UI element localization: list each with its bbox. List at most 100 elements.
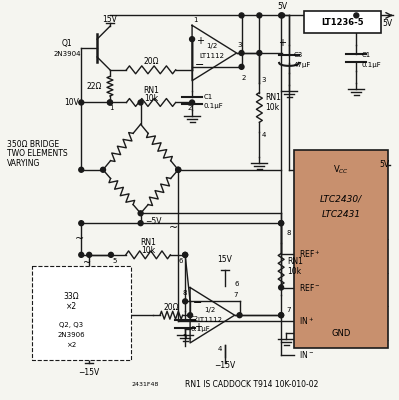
Circle shape xyxy=(237,313,242,318)
Circle shape xyxy=(101,167,105,172)
Circle shape xyxy=(279,221,284,226)
Circle shape xyxy=(107,100,113,105)
Text: 2N3904: 2N3904 xyxy=(53,51,81,57)
Text: 15V: 15V xyxy=(103,16,117,24)
Text: 4: 4 xyxy=(217,346,222,352)
Text: RN1: RN1 xyxy=(143,86,159,95)
Text: 5V: 5V xyxy=(383,19,393,28)
Bar xyxy=(294,150,388,348)
Text: 3: 3 xyxy=(237,42,242,48)
Circle shape xyxy=(190,37,195,42)
Circle shape xyxy=(279,313,284,318)
Text: 3: 3 xyxy=(261,77,266,83)
Text: REF$^-$: REF$^-$ xyxy=(299,282,320,293)
Text: VARYING: VARYING xyxy=(7,159,40,168)
Circle shape xyxy=(138,100,143,105)
Text: 1: 1 xyxy=(110,106,114,112)
Text: GND: GND xyxy=(331,328,351,338)
Circle shape xyxy=(354,13,359,18)
Text: C1: C1 xyxy=(361,52,371,58)
Text: 2N3906: 2N3906 xyxy=(57,332,85,338)
Text: 47μF: 47μF xyxy=(294,62,311,68)
Circle shape xyxy=(107,100,113,105)
Text: RN1: RN1 xyxy=(287,257,303,266)
Text: −15V: −15V xyxy=(214,361,235,370)
Text: C1: C1 xyxy=(204,94,213,100)
Text: ~: ~ xyxy=(169,223,178,233)
Text: IN$^+$: IN$^+$ xyxy=(299,315,314,327)
Circle shape xyxy=(87,252,92,257)
Circle shape xyxy=(279,13,284,18)
Text: 10k: 10k xyxy=(141,246,155,255)
Circle shape xyxy=(239,50,244,56)
Text: LT1112: LT1112 xyxy=(198,317,222,323)
Circle shape xyxy=(190,100,195,105)
Text: C3: C3 xyxy=(294,52,303,58)
Text: ×2: ×2 xyxy=(66,302,77,311)
Text: +: + xyxy=(194,322,202,332)
Text: 5V: 5V xyxy=(380,160,390,169)
Circle shape xyxy=(79,221,84,226)
Text: 7: 7 xyxy=(233,292,237,298)
Text: 6: 6 xyxy=(179,258,184,264)
Text: 10k: 10k xyxy=(287,267,301,276)
Circle shape xyxy=(176,167,181,172)
Text: 5: 5 xyxy=(183,334,187,340)
Circle shape xyxy=(176,167,181,172)
Text: 10k: 10k xyxy=(144,94,158,103)
Text: LTC2431: LTC2431 xyxy=(322,210,361,219)
Text: 350Ω BRIDGE: 350Ω BRIDGE xyxy=(7,140,59,148)
Text: +: + xyxy=(196,36,204,46)
Circle shape xyxy=(279,313,284,318)
Text: 20Ω: 20Ω xyxy=(164,303,179,312)
Text: 10k: 10k xyxy=(265,103,279,112)
Text: LT1112: LT1112 xyxy=(200,53,224,59)
Text: 33Ω: 33Ω xyxy=(63,292,79,301)
Text: 4: 4 xyxy=(261,132,266,138)
Text: ~: ~ xyxy=(83,258,91,268)
Circle shape xyxy=(279,221,284,226)
Bar xyxy=(82,272,96,286)
Text: 1/2: 1/2 xyxy=(204,307,215,313)
Text: LT1236-5: LT1236-5 xyxy=(321,18,364,27)
Circle shape xyxy=(109,252,113,257)
Circle shape xyxy=(183,299,188,304)
Text: 5: 5 xyxy=(113,258,117,264)
Text: LTC2430/: LTC2430/ xyxy=(320,195,362,204)
Text: C2: C2 xyxy=(190,316,199,322)
Text: 7: 7 xyxy=(286,307,290,313)
Text: 2: 2 xyxy=(241,75,246,81)
Text: +: + xyxy=(278,38,286,48)
Text: −5V: −5V xyxy=(146,217,162,226)
Text: 1/2: 1/2 xyxy=(206,43,217,49)
Text: Q1: Q1 xyxy=(62,39,73,48)
Text: ×2: ×2 xyxy=(66,342,77,348)
Bar xyxy=(304,12,381,33)
Circle shape xyxy=(188,313,193,318)
Text: 0.1μF: 0.1μF xyxy=(361,62,381,68)
Text: 22Ω: 22Ω xyxy=(87,82,102,91)
Text: 5V: 5V xyxy=(277,2,287,12)
Text: ~: ~ xyxy=(75,234,84,244)
Text: IN$^-$: IN$^-$ xyxy=(299,349,314,360)
Circle shape xyxy=(138,221,143,226)
Circle shape xyxy=(138,211,143,216)
Circle shape xyxy=(79,100,84,105)
Text: RN1: RN1 xyxy=(265,93,281,102)
Circle shape xyxy=(79,167,84,172)
Text: 0.1μF: 0.1μF xyxy=(190,326,210,332)
Text: TWO ELEMENTS: TWO ELEMENTS xyxy=(7,150,68,158)
Text: 8: 8 xyxy=(286,230,290,236)
Text: RN1 IS CADDOCK T914 10K-010-02: RN1 IS CADDOCK T914 10K-010-02 xyxy=(185,380,318,389)
Circle shape xyxy=(279,285,284,290)
Text: 15V: 15V xyxy=(217,255,232,264)
Text: V$_{CC}$: V$_{CC}$ xyxy=(333,164,349,176)
Text: −15V: −15V xyxy=(79,368,100,377)
Text: 2431F48: 2431F48 xyxy=(132,382,159,387)
Text: REF$^+$: REF$^+$ xyxy=(299,248,320,260)
Bar xyxy=(32,266,131,360)
Circle shape xyxy=(183,252,188,257)
Text: 6: 6 xyxy=(234,280,239,286)
Circle shape xyxy=(280,13,284,18)
Bar xyxy=(82,345,96,359)
